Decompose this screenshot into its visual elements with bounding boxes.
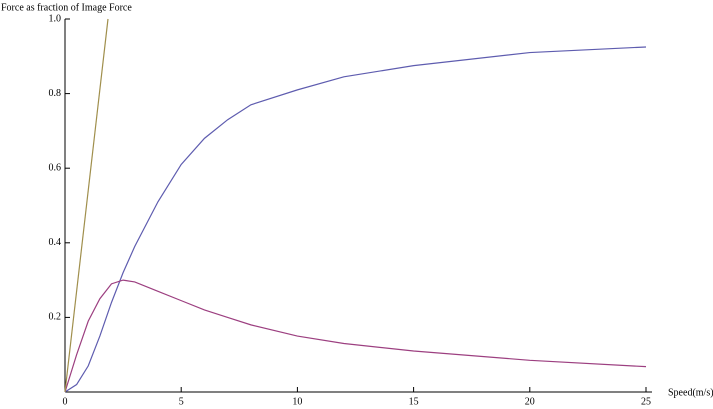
y-tick-label: 0.8 [49,88,62,99]
line [64,46,647,393]
line [64,18,109,393]
line [64,279,647,393]
y-axis-label: Force as fraction of Image Force [1,2,132,13]
x-tick-label: 25 [641,396,651,407]
x-tick-label: 5 [179,396,184,407]
x-tick-label: 20 [525,396,535,407]
x-tick-label: 15 [409,396,419,407]
y-tick-label: 0.2 [49,312,62,323]
y-tick-label: 1.0 [49,13,62,24]
x-tick-label: 10 [292,396,302,407]
y-tick-label: 0.6 [49,162,62,173]
x-tick-label: 0 [63,396,68,407]
x-axis-label: Speed(m/s) [668,387,713,398]
y-tick-label: 0.4 [49,237,62,248]
